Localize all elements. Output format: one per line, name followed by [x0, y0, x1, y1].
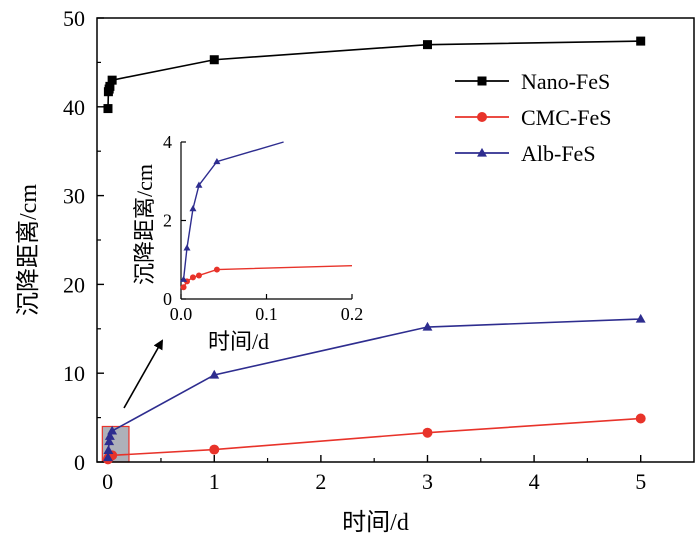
data-point — [635, 413, 646, 424]
inset-x-tick-label: 0.2 — [341, 304, 364, 324]
x-tick-label: 1 — [209, 469, 220, 494]
inset-y-tick-label: 2 — [163, 211, 172, 231]
y-tick-label: 10 — [63, 361, 85, 386]
inset-data-point — [195, 272, 202, 279]
zoom-arrow — [123, 339, 163, 409]
inset-y-tick-label: 0 — [163, 289, 172, 309]
data-point — [107, 75, 117, 85]
inset-data-point — [183, 244, 191, 251]
series-line — [107, 417, 641, 460]
inset-x-tick-label: 0.0 — [170, 304, 193, 324]
data-point — [636, 36, 646, 46]
data-point — [209, 369, 220, 379]
inset-series-line — [182, 141, 284, 280]
legend-label: Nano-FeS — [521, 69, 610, 94]
data-point — [107, 425, 118, 435]
y-axis-label: 沉降距离/cm — [15, 184, 42, 316]
legend-marker — [477, 112, 487, 122]
inset-data-point — [195, 181, 203, 188]
inset-y-tick-label: 4 — [163, 132, 172, 152]
x-tick-label: 2 — [315, 469, 326, 494]
inset-x-tick-label: 0.1 — [255, 304, 278, 324]
inset-data-point — [213, 157, 221, 165]
x-tick-label: 5 — [635, 469, 646, 494]
legend-marker — [477, 147, 487, 157]
inset-data-point — [189, 205, 197, 212]
inset-series-line — [182, 264, 353, 288]
inset-data-point — [180, 275, 188, 282]
x-tick-label: 3 — [422, 469, 433, 494]
inset-y-axis-label: 沉降距离/cm — [132, 164, 157, 285]
data-point — [422, 427, 433, 438]
inset-data-point — [180, 284, 187, 291]
data-point — [104, 436, 115, 446]
y-tick-label: 20 — [63, 272, 85, 297]
data-point — [105, 81, 115, 91]
inset-data-point — [189, 274, 196, 281]
y-tick-label: 40 — [63, 95, 85, 120]
inset-data-point — [213, 266, 220, 273]
inset-plot: 0.0 0.1 0.2 0 2 4 时间/d 沉降距离/cm — [132, 132, 363, 354]
x-axis-label: 时间/d — [342, 509, 409, 536]
data-point — [104, 431, 115, 440]
inset-x-axis-label: 时间/d — [208, 329, 269, 354]
data-point — [103, 452, 113, 462]
x-tick-label: 4 — [529, 469, 540, 494]
data-point — [103, 104, 113, 114]
legend-label: Alb-FeS — [521, 141, 596, 166]
data-point — [209, 444, 220, 455]
data-point — [422, 40, 432, 50]
legend: Nano-FeS CMC-FeS Alb-FeS — [455, 69, 611, 166]
x-tick-label: 0 — [102, 469, 113, 494]
data-point — [635, 313, 646, 323]
y-tick-label: 30 — [63, 184, 85, 209]
y-tick-label: 0 — [74, 450, 85, 475]
data-point — [209, 55, 219, 65]
legend-marker — [477, 76, 487, 86]
data-point — [422, 321, 433, 331]
data-point — [103, 445, 114, 455]
y-tick-label: 50 — [63, 6, 85, 31]
legend-label: CMC-FeS — [521, 105, 611, 130]
